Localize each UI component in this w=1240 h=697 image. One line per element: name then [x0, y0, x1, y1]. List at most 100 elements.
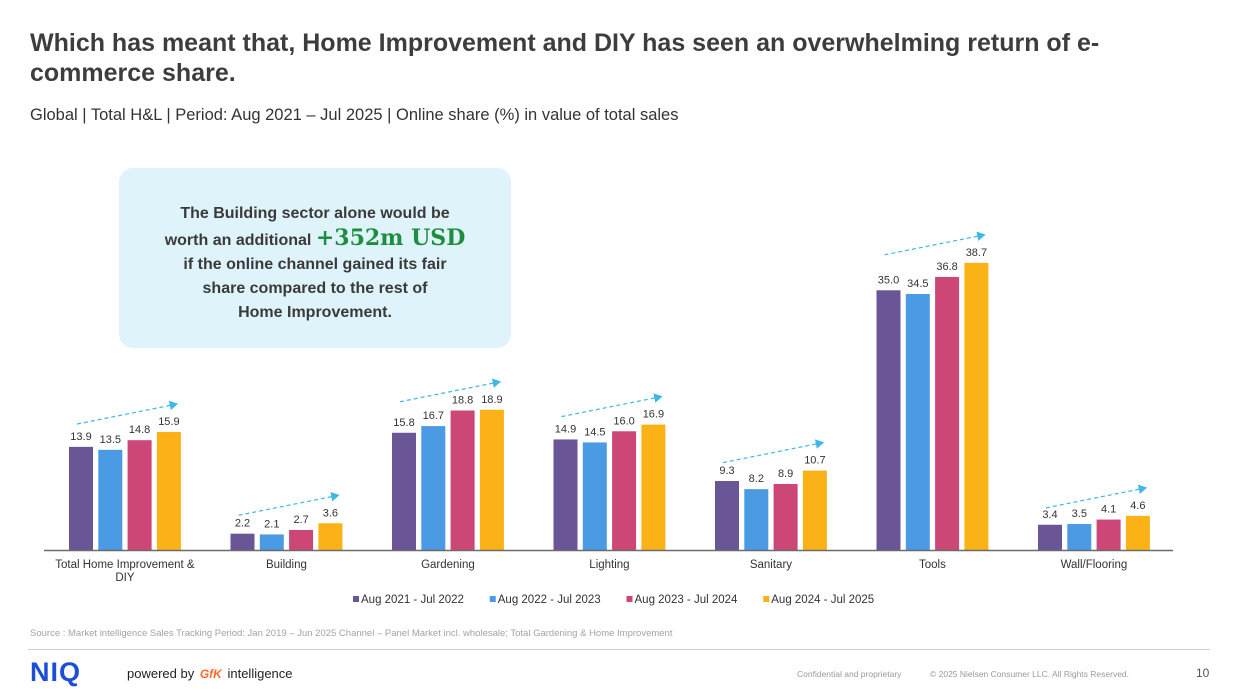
bar-5-1: [905, 294, 930, 550]
source-note: Source : Market intelligence Sales Track…: [30, 628, 673, 639]
callout-line-3: if the online channel gained its fair: [183, 256, 447, 273]
trend-arrow-5: [884, 231, 986, 256]
bar-6-2: [1096, 519, 1121, 550]
trend-arrow-1: [238, 491, 340, 516]
data-label-6-1: 3.5: [1072, 508, 1087, 520]
powered-by: powered by GfK intelligence: [127, 666, 293, 681]
data-label-3-1: 14.5: [584, 426, 605, 438]
footer-divider: [28, 649, 1210, 650]
data-label-6-3: 4.6: [1130, 500, 1145, 512]
callout-highlight-value: +352m USD: [315, 225, 466, 251]
category-label-2: Gardening: [421, 559, 475, 571]
data-label-1-0: 2.2: [235, 518, 250, 530]
bar-3-2: [612, 431, 637, 550]
bar-5-2: [935, 276, 960, 550]
bar-6-0: [1038, 524, 1062, 550]
trend-arrow-4: [722, 439, 825, 464]
category-label-5: Tools: [919, 559, 946, 571]
legend-swatch-2: [626, 596, 633, 602]
category-label-3: Lighting: [589, 559, 629, 571]
legend-label-2: Aug 2023 - Jul 2024: [635, 594, 739, 606]
bar-3-0: [553, 439, 578, 550]
data-label-1-3: 3.6: [323, 507, 338, 519]
callout-line-2-prefix: worth an additional: [164, 232, 312, 249]
callout-box: The Building sector alone would be worth…: [119, 168, 511, 348]
bar-4-3: [802, 470, 827, 550]
legend-label-0: Aug 2021 - Jul 2022: [361, 594, 464, 606]
bar-2-2: [450, 410, 475, 550]
confidential-note: Confidential and proprietary: [797, 669, 902, 679]
copyright-note: © 2025 Nielsen Consumer LLC. All Rights …: [930, 669, 1130, 679]
data-label-5-3: 38.7: [966, 247, 987, 259]
data-label-6-0: 3.4: [1042, 509, 1057, 521]
legend-swatch-3: [763, 596, 770, 602]
bar-1-3: [318, 523, 343, 550]
data-label-3-3: 16.9: [643, 409, 664, 421]
callout-line-4: share compared to the rest of: [202, 280, 428, 297]
data-label-0-1: 13.5: [100, 434, 121, 446]
bar-1-0: [230, 533, 255, 550]
powered-by-suffix: intelligence: [227, 666, 293, 681]
bar-3-3: [641, 424, 666, 550]
callout-line-5: Home Improvement.: [238, 304, 392, 321]
data-label-4-0: 9.3: [719, 465, 734, 477]
gfk-logo: GfK: [199, 667, 222, 681]
bar-0-0: [69, 446, 93, 550]
data-label-0-0: 13.9: [70, 431, 91, 443]
bar-5-0: [876, 290, 901, 550]
niq-logo: NIQ: [30, 657, 82, 687]
bar-6-1: [1067, 524, 1092, 550]
data-label-2-0: 15.8: [393, 417, 414, 429]
category-label-1: Building: [266, 559, 307, 571]
category-label-0-1: DIY: [115, 572, 135, 584]
data-label-3-0: 14.9: [555, 423, 576, 435]
category-label-6: Wall/Flooring: [1061, 559, 1128, 571]
callout-line-2: worth an additional +352m USD: [119, 226, 511, 253]
trend-arrow-3: [561, 393, 663, 418]
page-title: Which has meant that, Home Improvement a…: [30, 29, 1100, 87]
bar-4-0: [715, 480, 739, 550]
bar-2-0: [392, 432, 416, 550]
bar-1-2: [289, 529, 314, 550]
data-label-0-3: 15.9: [158, 416, 179, 428]
bar-4-1: [744, 489, 769, 550]
bar-6-3: [1125, 515, 1150, 550]
bar-5-3: [964, 262, 989, 550]
data-label-6-2: 4.1: [1101, 504, 1116, 516]
category-label-4: Sanitary: [750, 559, 792, 571]
bar-1-1: [259, 534, 284, 550]
bar-4-2: [773, 483, 798, 550]
trend-arrow-6: [1045, 484, 1148, 509]
data-label-2-3: 18.9: [481, 394, 502, 406]
bar-chart: 13.9 13.5 14.8 15.9 Total Home Improvement &…: [44, 231, 1173, 606]
data-label-5-2: 36.8: [936, 261, 957, 273]
bar-2-3: [479, 409, 504, 550]
bar-0-1: [98, 449, 123, 550]
callout-line-1: The Building sector alone would be: [180, 205, 450, 222]
data-label-3-2: 16.0: [613, 415, 634, 427]
data-label-4-3: 10.7: [804, 455, 825, 467]
data-label-4-2: 8.9: [778, 468, 793, 480]
data-label-0-2: 14.8: [129, 424, 150, 436]
trend-arrow-0: [76, 400, 179, 425]
bar-3-1: [582, 442, 607, 550]
data-label-1-1: 2.1: [264, 518, 279, 530]
legend-label-1: Aug 2022 - Jul 2023: [498, 594, 601, 606]
data-label-2-2: 18.8: [452, 395, 473, 407]
bar-0-2: [127, 440, 152, 550]
trend-arrow-2: [399, 378, 502, 403]
page-subtitle: Global | Total H&L | Period: Aug 2021 – …: [30, 106, 679, 124]
bar-0-3: [156, 432, 181, 550]
page-number: 10: [1196, 666, 1210, 680]
data-label-1-2: 2.7: [293, 514, 308, 526]
data-label-4-1: 8.2: [749, 473, 764, 485]
legend-swatch-0: [353, 596, 359, 602]
data-label-5-0: 35.0: [878, 274, 899, 286]
data-label-2-1: 16.7: [423, 410, 444, 422]
legend-swatch-1: [489, 596, 496, 602]
legend-label-3: Aug 2024 - Jul 2025: [771, 594, 874, 606]
bar-2-1: [421, 426, 446, 550]
data-label-5-1: 34.5: [907, 278, 928, 290]
powered-by-prefix: powered by: [127, 666, 195, 681]
category-label-0-0: Total Home Improvement &: [55, 559, 195, 571]
